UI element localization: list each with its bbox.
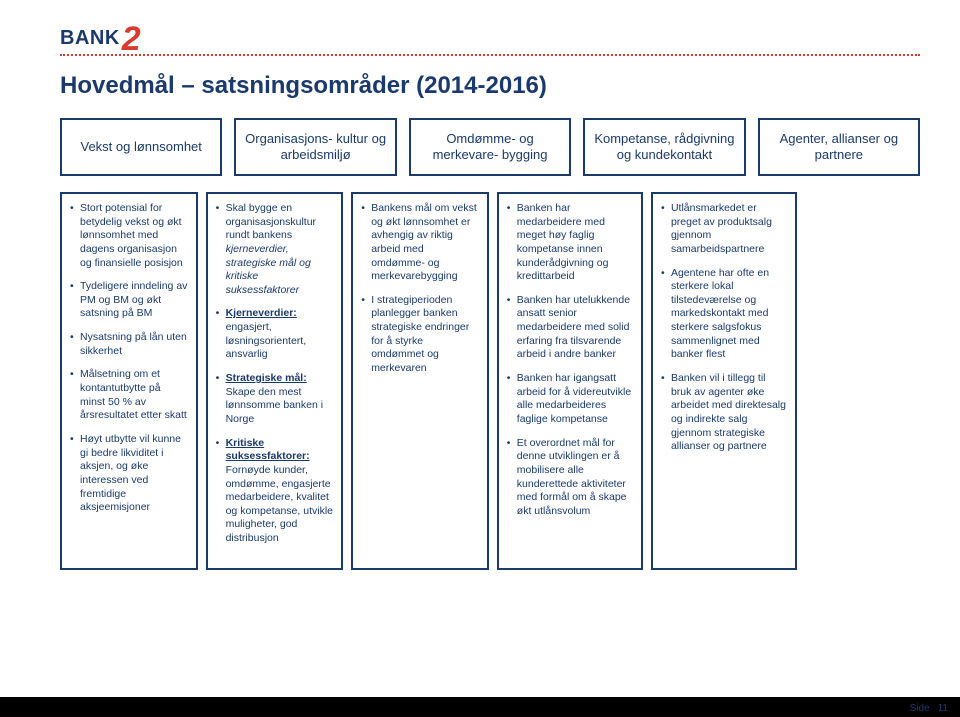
header-box-4: Agenter, allianser og partnere: [758, 118, 920, 176]
header-box-0: Vekst og lønnsomhet: [60, 118, 222, 176]
bullet-item: Banken har igangsatt arbeid for å videre…: [507, 372, 633, 427]
bullet-item: Stort potensial for betydelig vekst og ø…: [70, 202, 188, 270]
page-value: 11: [938, 703, 948, 714]
column-2: Bankens mål om vekst og økt lønnsomhet e…: [351, 192, 489, 570]
bullet-item: Strategiske mål: Skape den mest lønnsomm…: [216, 372, 334, 427]
bullet-item: Utlånsmarkedet er preget av produktsalg …: [661, 202, 787, 257]
bullet-item: Kjerneverdier: engasjert, løsningsorient…: [216, 307, 334, 362]
header-box-3: Kompetanse, rådgivning og kundekontakt: [583, 118, 745, 176]
bullet-item: Kritiske suksessfaktorer: Fornøyde kunde…: [216, 437, 334, 546]
page-label: Side: [910, 703, 930, 714]
logo-text: BANK: [60, 27, 120, 49]
bullet-item: Målsetning om et kontantutbytte på minst…: [70, 368, 188, 423]
column-1: Skal bygge en organisasjonskultur rundt …: [206, 192, 344, 570]
column-0: Stort potensial for betydelig vekst og ø…: [60, 192, 198, 570]
bullet-item: I strategiperioden planlegger banken str…: [361, 294, 479, 376]
bullet-item: Skal bygge en organisasjonskultur rundt …: [216, 202, 334, 297]
page-number: Side 11: [910, 703, 948, 714]
bullet-item: Et overordnet mål for denne utviklingen …: [507, 437, 633, 519]
bullet-item: Høyt utbytte vil kunne gi bedre likvidit…: [70, 433, 188, 515]
bullet-item: Banken har utelukkende ansatt senior med…: [507, 294, 633, 362]
bullet-item: Bankens mål om vekst og økt lønnsomhet e…: [361, 202, 479, 284]
header-row: Vekst og lønnsomhetOrganisasjons- kultur…: [60, 118, 920, 176]
header-box-2: Omdømme- og merkevare- bygging: [409, 118, 571, 176]
divider-dotted: [60, 54, 920, 56]
page-title: Hovedmål – satsningsområder (2014-2016): [60, 72, 547, 100]
column-3: Banken har medarbeidere med meget høy fa…: [497, 192, 643, 570]
bullet-item: Banken har medarbeidere med meget høy fa…: [507, 202, 633, 284]
bullet-item: Banken vil i tillegg til bruk av agenter…: [661, 372, 787, 454]
column-4: Utlånsmarkedet er preget av produktsalg …: [651, 192, 797, 570]
footer-bar: [0, 697, 960, 717]
bullet-item: Nysatsning på lån uten sikkerhet: [70, 331, 188, 358]
header-box-1: Organisasjons- kultur og arbeidsmiljø: [234, 118, 396, 176]
bullet-item: Tydeligere inndeling av PM og BM og økt …: [70, 280, 188, 321]
brand-logo: BANK2: [60, 14, 141, 53]
logo-suffix: 2: [122, 20, 141, 58]
bullet-item: Agentene har ofte en sterkere lokal tils…: [661, 267, 787, 362]
columns-row: Stort potensial for betydelig vekst og ø…: [60, 192, 920, 570]
